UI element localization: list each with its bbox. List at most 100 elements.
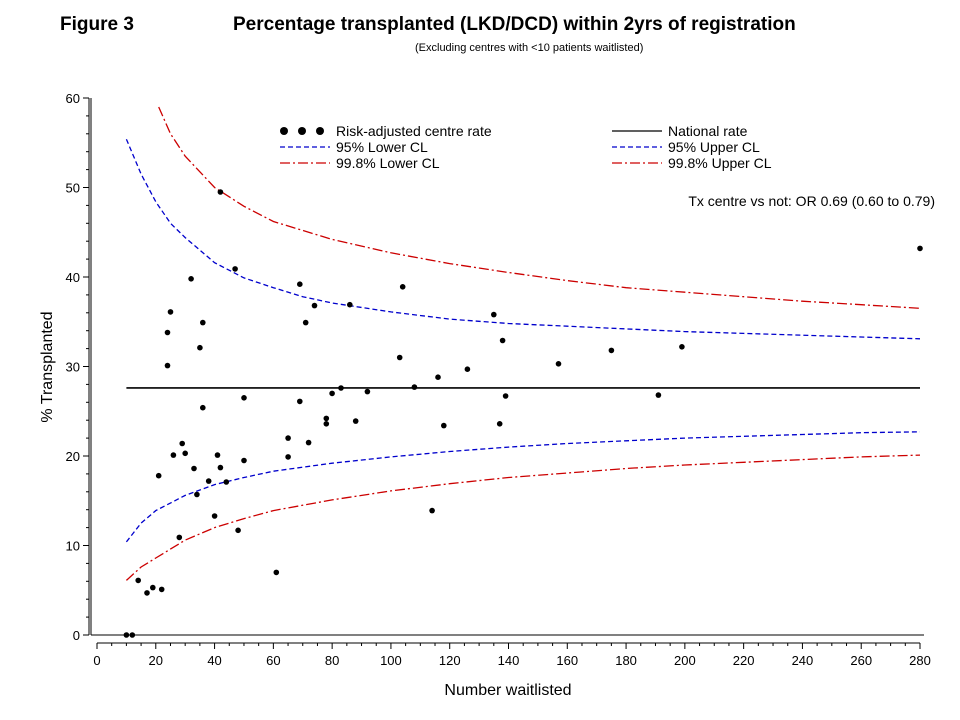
centre-point — [123, 632, 130, 638]
x-tick-label: 80 — [325, 653, 339, 668]
centre-point — [211, 513, 218, 519]
centre-point — [217, 189, 224, 195]
centre-point — [502, 393, 509, 399]
centre-point — [182, 450, 188, 457]
centre-point — [214, 452, 221, 458]
centre-point — [655, 392, 662, 398]
figure-label: Figure 3 — [60, 14, 134, 35]
x-tick-label: 220 — [733, 653, 755, 668]
x-tick-label: 20 — [149, 653, 163, 668]
centre-point — [205, 478, 212, 484]
centre-point — [311, 302, 318, 309]
centre-point — [200, 319, 206, 326]
legend-label-95-upper-cl: 95% Upper CL — [668, 139, 760, 155]
centre-point — [285, 454, 291, 460]
centre-point — [329, 390, 335, 397]
centre-point — [302, 319, 309, 326]
centre-point — [679, 344, 685, 350]
centre-point — [135, 577, 141, 584]
centre-point — [285, 435, 291, 441]
centre-point — [232, 266, 238, 272]
centre-point — [164, 329, 171, 336]
centre-point — [399, 284, 406, 290]
centre-point — [491, 311, 497, 318]
centre-point — [608, 347, 615, 354]
centre-point — [499, 337, 506, 344]
centre-point — [241, 457, 247, 464]
centre-point — [235, 527, 241, 534]
centre-point — [273, 569, 280, 576]
centre-point — [297, 398, 303, 405]
x-tick-label: 160 — [556, 653, 578, 668]
x-tick-label: 240 — [792, 653, 814, 668]
centre-point — [496, 421, 503, 427]
cl95-lower-line — [125, 431, 921, 543]
centre-point — [129, 632, 136, 638]
legend-symbol-dots — [298, 127, 306, 135]
centre-point — [167, 309, 174, 315]
centre-point — [144, 590, 150, 596]
centre-point — [411, 384, 418, 390]
x-tick-label: 120 — [439, 653, 461, 668]
x-tick-label: 0 — [93, 653, 100, 668]
centre-point — [435, 374, 441, 381]
legend-label-99-8-upper-cl: 99.8% Upper CL — [668, 155, 772, 171]
y-tick-label: 30 — [66, 360, 80, 375]
chart-annotation: Tx centre vs not: OR 0.69 (0.60 to 0.79) — [688, 193, 935, 209]
centre-point — [188, 276, 194, 282]
y-tick-label: 0 — [73, 628, 80, 643]
centre-point — [158, 586, 165, 593]
centre-point — [464, 366, 471, 373]
x-tick-label: 260 — [850, 653, 872, 668]
x-tick-label: 180 — [615, 653, 637, 668]
cl998-upper-line — [158, 106, 921, 309]
centre-point — [429, 507, 435, 514]
y-tick-label: 50 — [66, 181, 80, 196]
y-tick-label: 10 — [66, 539, 80, 554]
centre-points — [123, 189, 923, 638]
centre-point — [305, 439, 312, 446]
legend-label-national-rate: National rate — [668, 123, 748, 139]
y-tick-label: 60 — [66, 91, 80, 106]
centre-point — [297, 281, 303, 288]
centre-point — [191, 465, 197, 472]
centre-point — [170, 452, 177, 458]
centre-point — [441, 422, 447, 429]
x-tick-label: 60 — [266, 653, 280, 668]
legend-symbol-dots — [280, 127, 288, 135]
centre-point — [323, 421, 330, 427]
centre-point — [223, 479, 230, 485]
centre-point — [323, 415, 330, 422]
x-axis-label: Number waitlisted — [444, 682, 571, 699]
y-tick-label: 20 — [66, 449, 80, 464]
legend-label-risk-adjusted-centre-rate: Risk-adjusted centre rate — [336, 123, 492, 139]
centre-point — [917, 245, 923, 252]
confidence-limits — [125, 106, 921, 581]
centre-point — [176, 534, 183, 541]
legend: Risk-adjusted centre rate National rate95… — [280, 123, 772, 171]
x-tick-label: 200 — [674, 653, 696, 668]
x-tick-label: 280 — [909, 653, 931, 668]
centre-point — [364, 388, 371, 395]
legend-symbol-dots — [316, 127, 324, 135]
legend-label-95-lower-cl: 95% Lower CL — [336, 139, 428, 155]
chart-title: Percentage transplanted (LKD/DCD) within… — [233, 14, 796, 35]
centre-point — [200, 404, 206, 411]
centre-point — [217, 464, 224, 471]
chart-subtitle: (Excluding centres with <10 patients wai… — [415, 42, 644, 54]
x-tick-label: 140 — [498, 653, 520, 668]
centre-point — [164, 362, 171, 369]
cl998-lower-line — [125, 454, 921, 581]
y-axis-label: % Transplanted — [39, 311, 56, 422]
x-tick-label: 40 — [207, 653, 221, 668]
centre-point — [396, 354, 403, 361]
centre-point — [555, 361, 562, 367]
centre-point — [179, 440, 185, 447]
centre-point — [197, 344, 203, 351]
centre-point — [352, 418, 359, 424]
centre-point — [241, 395, 247, 401]
x-tick-label: 100 — [380, 653, 402, 668]
axes: 0 20 40 60 80 100 120 140 160 180 200 220 240 260 280 0… — [66, 91, 931, 668]
legend-label-99-8-lower-cl: 99.8% Lower CL — [336, 155, 440, 171]
